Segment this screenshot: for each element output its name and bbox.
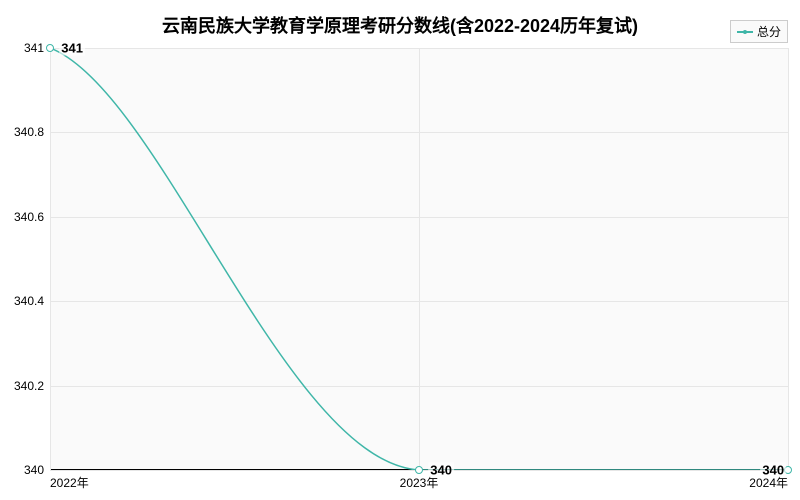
legend: 总分	[730, 20, 788, 43]
data-point	[46, 44, 54, 52]
y-tick-label: 340.2	[14, 379, 44, 393]
data-label: 340	[428, 463, 454, 478]
legend-label: 总分	[757, 23, 781, 40]
chart-container: 云南民族大学教育学原理考研分数线(含2022-2024历年复试) 总分 3403…	[0, 0, 800, 500]
y-tick-label: 341	[24, 41, 44, 55]
plot-area: 340340.2340.4340.6340.8341 2022年2023年202…	[50, 48, 788, 470]
y-tick-label: 340.6	[14, 210, 44, 224]
data-label: 341	[59, 41, 85, 56]
y-tick-label: 340.8	[14, 125, 44, 139]
data-label: 340	[760, 463, 786, 478]
legend-marker	[737, 31, 753, 33]
y-tick-label: 340.4	[14, 294, 44, 308]
y-tick-label: 340	[24, 463, 44, 477]
data-point	[415, 466, 423, 474]
x-tick-label: 2022年	[50, 474, 89, 491]
gridline-v	[788, 48, 789, 470]
chart-title: 云南民族大学教育学原理考研分数线(含2022-2024历年复试)	[0, 12, 800, 38]
line-path	[50, 48, 788, 470]
